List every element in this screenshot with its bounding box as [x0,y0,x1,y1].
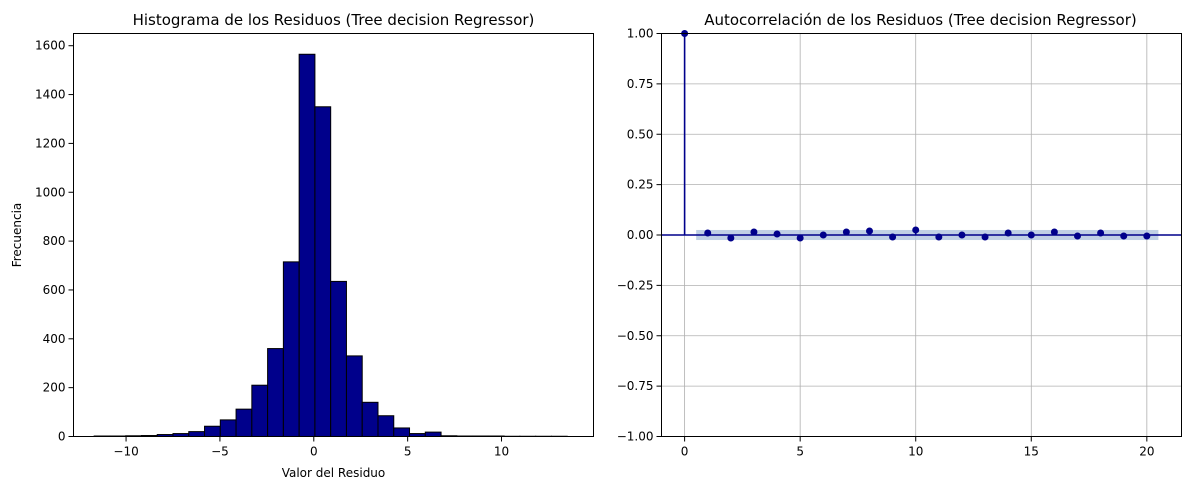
acf-y-ticks: 1.00 0.75 0.50 0.25 0.00 −0.25 −0.50 −0.75 −1.00 [617,27,662,444]
acf-point [1143,232,1151,240]
acf-point [1074,232,1081,240]
acf-y-tick-label: 1.00 [627,27,654,41]
acf-y-tick-label: −0.50 [617,329,654,343]
acf-x-tick-label: 10 [908,445,923,459]
acf-x-tick-label: 20 [1139,445,1154,459]
histogram-y-tick-label: 0 [58,430,66,444]
histogram-bar [361,401,379,437]
histogram-y-axis-label: Frecuencia [10,203,24,268]
acf-point [773,230,781,238]
histogram-bar [298,53,316,437]
acf-y-tick-label: 0.25 [627,178,654,192]
histogram-x-tick-label: 5 [404,445,412,459]
acf-x-tick-label: 5 [796,445,804,459]
acf-y-tick-label: −1.00 [617,430,654,444]
acf-point [1120,232,1128,240]
histogram-bar [235,408,253,437]
acf-x-ticks: 0 5 10 15 20 [681,436,1154,459]
histogram-y-tick-label: 1200 [35,136,66,150]
acf-point [981,233,989,241]
histogram-x-tick-label: −10 [113,445,138,459]
histogram-y-tick-label: 800 [43,234,66,248]
histogram-bar [188,431,206,437]
histogram-bar [251,384,269,437]
histogram-axes-frame [73,33,594,437]
acf-point [866,227,873,235]
acf-axes-frame [661,33,1182,437]
acf-point [819,231,827,239]
histogram-y-tick-label: 1600 [35,39,66,53]
acf-point [1027,231,1035,239]
histogram-bar [219,419,237,437]
histogram-x-tick-label: −5 [211,445,229,459]
acf-y-tick-label: −0.25 [617,278,654,292]
acf-y-tick-label: 0.50 [627,127,654,141]
acf-point [1004,229,1012,237]
acf-point [1050,228,1058,236]
acf-point [889,233,897,241]
histogram-bar [314,106,332,437]
acf-markers [681,30,1151,242]
acf-x-tick-label: 0 [681,445,689,459]
acf-y-tick-label: 0.00 [627,228,654,242]
acf-panel: Autocorrelación de los Residuos (Tree de… [617,11,1182,459]
histogram-panel: Histograma de los Residuos (Tree decisio… [10,11,594,480]
acf-point [796,234,804,242]
histogram-x-ticks: −10 −5 0 5 10 [113,436,509,459]
histogram-bar [282,261,300,437]
acf-point [935,233,943,241]
histogram-bar [267,348,284,437]
acf-x-tick-label: 15 [1024,445,1039,459]
histogram-y-tick-label: 1400 [35,88,66,102]
histogram-y-tick-label: 400 [43,332,66,346]
acf-title: Autocorrelación de los Residuos (Tree de… [704,11,1137,29]
histogram-bar [424,431,442,438]
acf-point [727,234,735,242]
acf-point [842,228,850,236]
histogram-x-tick-label: 10 [494,445,509,459]
histogram-y-tick-label: 600 [43,283,66,297]
histogram-y-tick-label: 1000 [35,185,66,199]
histogram-y-tick-label: 200 [43,381,66,395]
acf-point [750,228,758,236]
histogram-bar [204,425,221,438]
histogram-y-ticks: 0 200 400 600 800 1000 1200 1400 1600 [35,39,74,444]
acf-point [958,231,966,239]
histogram-x-axis-label: Valor del Residuo [282,466,386,480]
acf-y-tick-label: 0.75 [627,77,654,91]
histogram-bar [330,280,347,437]
acf-y-tick-label: −0.75 [617,379,654,393]
histogram-bar [345,355,363,437]
acf-point [704,229,712,237]
acf-point [912,226,920,234]
acf-point [1097,229,1105,237]
histogram-x-tick-label: 0 [310,445,318,459]
histogram-title: Histograma de los Residuos (Tree decisio… [133,11,535,29]
histogram-bar [377,415,395,437]
histogram-bar [393,427,411,437]
